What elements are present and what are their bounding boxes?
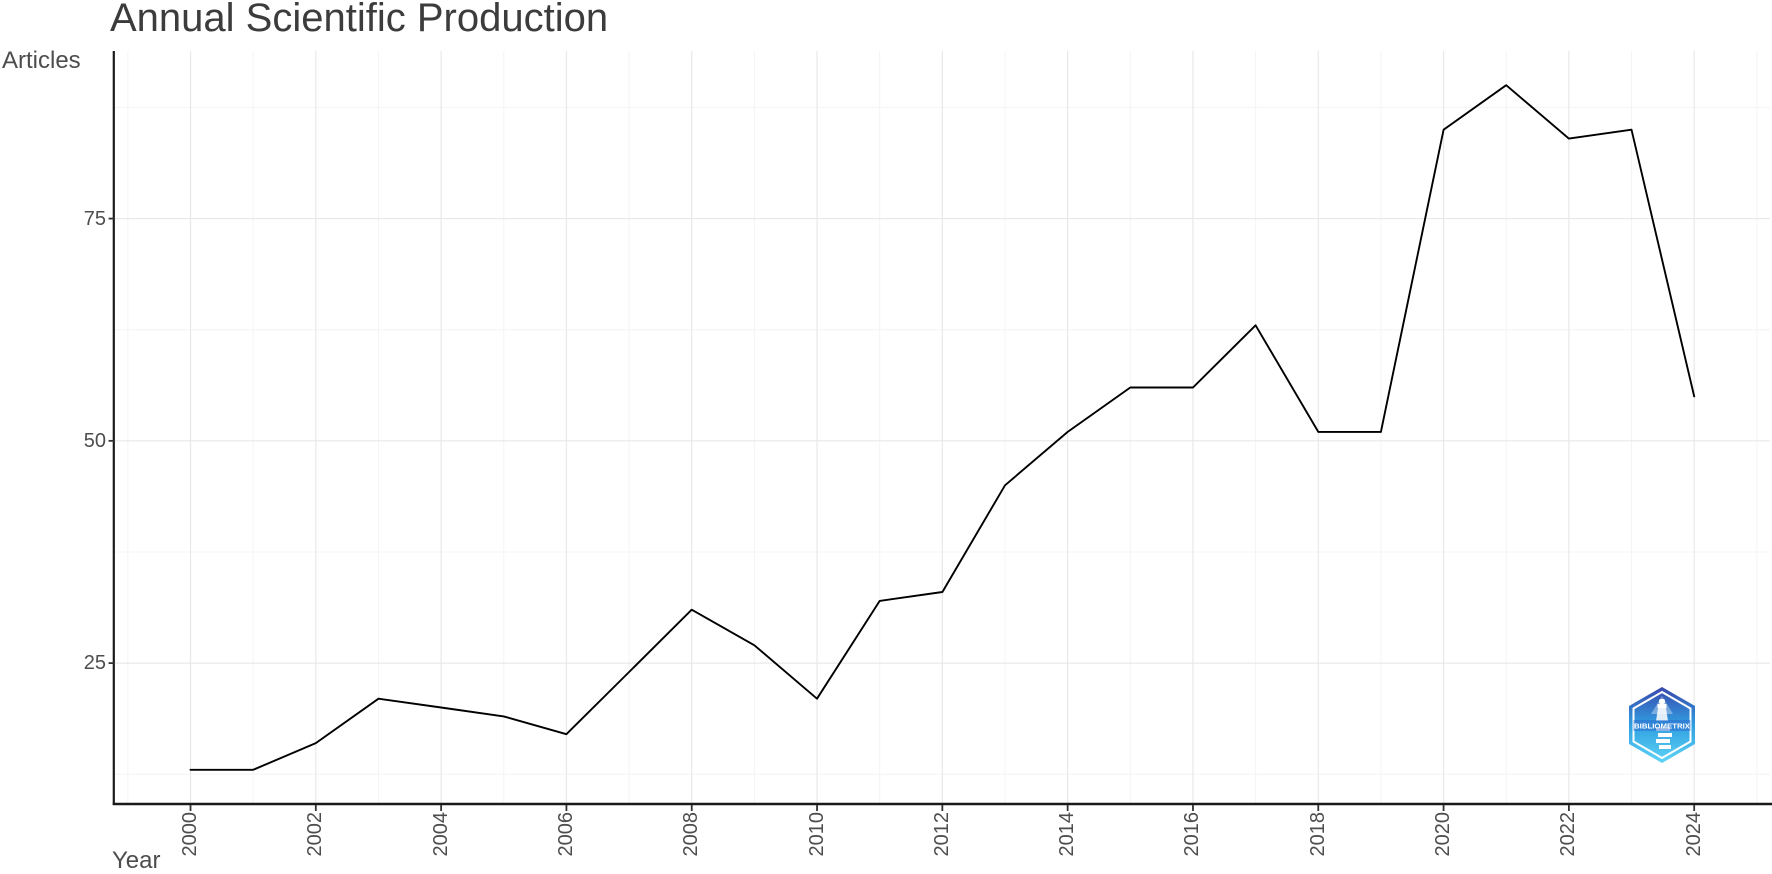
logo-banner <box>1633 720 1691 731</box>
x-tick-label: 2000 <box>179 812 201 857</box>
logo-text: BIBLIOMETRIX <box>1634 722 1690 731</box>
x-tick-label: 2022 <box>1557 812 1580 857</box>
articles-line-series <box>189 84 1696 771</box>
x-tick-label: 2018 <box>1306 812 1329 857</box>
page-title: Annual Scientific Production <box>110 0 609 40</box>
x-tick-label: 2016 <box>1181 812 1204 857</box>
x-tick-label: 2002 <box>304 812 327 857</box>
y-axis-title: Articles <box>2 47 81 74</box>
y-tick-label: 75 <box>83 207 106 230</box>
bibliometrix-logo: BIBLIOMETRIX <box>1629 687 1695 763</box>
x-tick-label: 2020 <box>1432 812 1455 857</box>
x-tick-label: 2008 <box>680 812 703 857</box>
logo-inner-border <box>1632 690 1692 760</box>
y-tick-label: 25 <box>83 652 106 675</box>
x-tick-label: 2006 <box>554 812 577 857</box>
x-tick-label: 2024 <box>1682 812 1705 857</box>
y-tick-label: 50 <box>83 429 106 452</box>
x-axis-title: Year <box>112 847 161 874</box>
x-tick-label: 2014 <box>1056 812 1079 857</box>
x-tick-label: 2010 <box>805 812 828 857</box>
x-tick-label: 2004 <box>429 812 452 857</box>
x-tick-label: 2012 <box>930 812 953 857</box>
